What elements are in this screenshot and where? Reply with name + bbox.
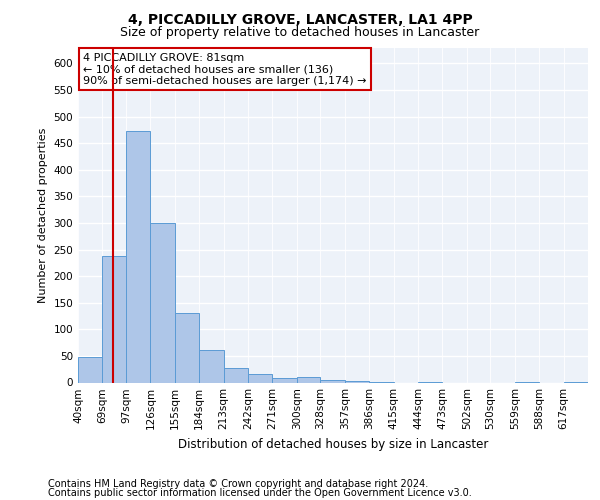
Bar [151, 223, 175, 382]
Bar [175, 314, 199, 382]
Bar [272, 378, 297, 382]
Y-axis label: Number of detached properties: Number of detached properties [38, 128, 48, 302]
Text: Contains HM Land Registry data © Crown copyright and database right 2024.: Contains HM Land Registry data © Crown c… [48, 479, 428, 489]
Bar [199, 350, 224, 382]
Text: 4 PICCADILLY GROVE: 81sqm
← 10% of detached houses are smaller (136)
90% of semi: 4 PICCADILLY GROVE: 81sqm ← 10% of detac… [83, 52, 367, 86]
Bar [103, 256, 126, 382]
Text: Size of property relative to detached houses in Lancaster: Size of property relative to detached ho… [121, 26, 479, 39]
Text: 4, PICCADILLY GROVE, LANCASTER, LA1 4PP: 4, PICCADILLY GROVE, LANCASTER, LA1 4PP [128, 12, 472, 26]
Bar [224, 368, 248, 382]
Text: Contains public sector information licensed under the Open Government Licence v3: Contains public sector information licen… [48, 488, 472, 498]
Bar [78, 357, 103, 382]
Bar [126, 131, 151, 382]
Bar [297, 377, 320, 382]
Bar [345, 381, 369, 382]
X-axis label: Distribution of detached houses by size in Lancaster: Distribution of detached houses by size … [178, 438, 488, 451]
Bar [320, 380, 345, 382]
Bar [248, 374, 272, 382]
